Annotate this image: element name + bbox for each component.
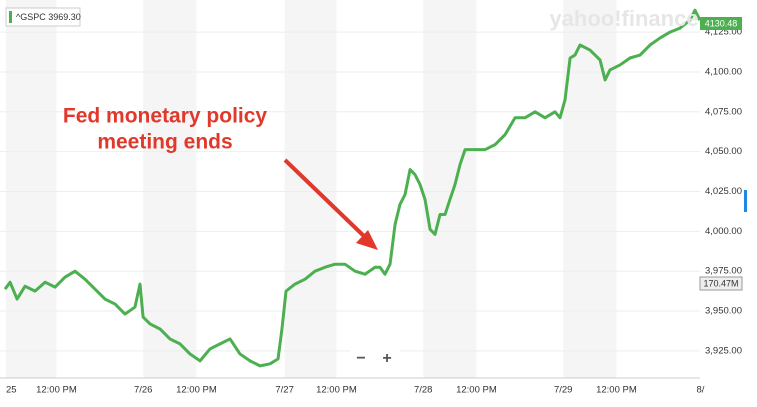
x-tick-label: 12:00 PM bbox=[596, 385, 637, 396]
grid: 25 12:00 PM 7/26 12:00 PM 7/27 12:00 PM 7/28 12… bbox=[0, 8, 742, 396]
y-tick-label: 4,050.00 bbox=[705, 146, 742, 157]
x-tick-label: 12:00 PM bbox=[456, 385, 497, 396]
session-band bbox=[563, 0, 617, 378]
zoom-out[interactable]: − bbox=[356, 350, 365, 367]
legend-swatch bbox=[9, 11, 12, 23]
x-tick-label: 7/29 bbox=[554, 385, 573, 396]
y-tick-label: 3,975.00 bbox=[705, 266, 742, 277]
x-tick-label: 7/28 bbox=[414, 385, 433, 396]
legend-label: ^GSPC 3969.30 bbox=[16, 12, 81, 22]
annotation: Fed monetary policy bbox=[63, 105, 268, 128]
x-tick-label: 12:00 PM bbox=[36, 385, 77, 396]
volume-box bbox=[699, 276, 743, 291]
price-box bbox=[700, 17, 742, 30]
legend-box bbox=[5, 7, 81, 27]
y-tick-label: 3,950.00 bbox=[705, 306, 742, 317]
y-tick-label: 3,925.00 bbox=[705, 345, 742, 356]
annotation-arrow bbox=[283, 158, 370, 242]
y-tick-label: 4,025.00 bbox=[705, 186, 742, 197]
watermark: yahoo!finance bbox=[549, 6, 698, 31]
zoom-bg bbox=[350, 350, 400, 368]
x-tick-label: 7/26 bbox=[134, 385, 153, 396]
session-band bbox=[143, 0, 197, 378]
annotation-arrowhead bbox=[356, 230, 378, 250]
scroll-indicator bbox=[744, 190, 747, 212]
session-band bbox=[6, 0, 57, 378]
volume-label: 170.47M bbox=[703, 278, 738, 288]
y-tick-label: 4,000.00 bbox=[705, 226, 742, 237]
session-band bbox=[284, 0, 337, 378]
price-line bbox=[3, 8, 702, 368]
x-tick-label: 12:00 PM bbox=[316, 385, 357, 396]
session-bands bbox=[6, 0, 617, 378]
x-tick-label: 7/27 bbox=[275, 385, 294, 396]
x-tick-label: 12:00 PM bbox=[176, 385, 217, 396]
y-tick-label: 4,125.00 bbox=[705, 27, 742, 38]
x-tick-label: 8/ bbox=[696, 385, 704, 396]
y-tick-label: 4,100.00 bbox=[705, 66, 742, 77]
session-band bbox=[423, 0, 477, 378]
x-tick-label: 25 bbox=[6, 385, 17, 396]
y-tick-label: 4,075.00 bbox=[705, 106, 742, 117]
price-label: 4130.48 bbox=[705, 18, 738, 28]
annotation: meeting ends bbox=[97, 131, 232, 154]
zoom-in[interactable]: + bbox=[382, 350, 391, 367]
